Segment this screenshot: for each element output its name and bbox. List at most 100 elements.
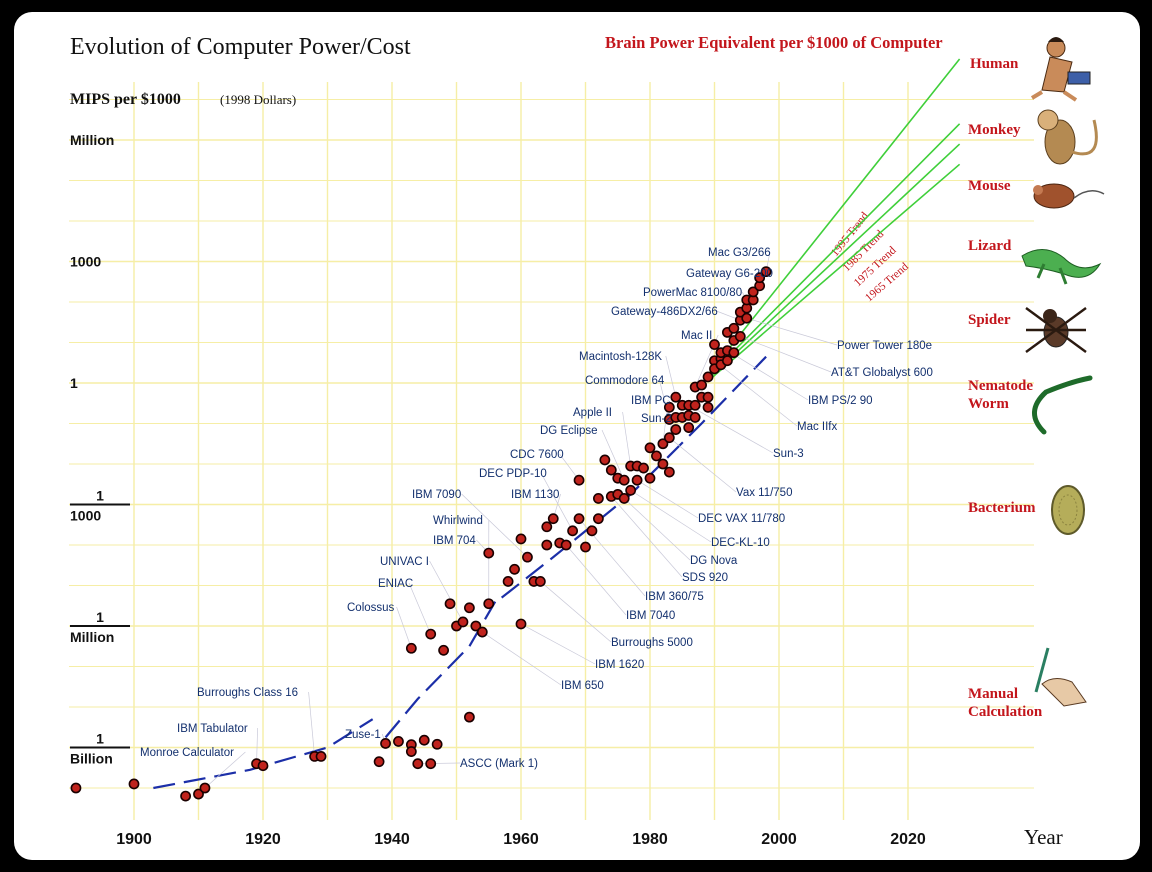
leader-line bbox=[461, 493, 528, 558]
leader-line bbox=[408, 582, 432, 635]
leader-line bbox=[482, 631, 562, 686]
computer-label: IBM 1620 bbox=[595, 659, 644, 671]
brain-equivalent-label: Human bbox=[970, 56, 1019, 72]
computer-label: DG Eclipse bbox=[540, 425, 598, 437]
data-point bbox=[541, 521, 553, 533]
computer-label: Gateway G6-200 bbox=[686, 268, 773, 280]
data-point bbox=[631, 474, 643, 486]
data-point bbox=[463, 711, 475, 723]
x-tick-label: 1980 bbox=[632, 831, 668, 848]
computer-label: Whirlwind bbox=[433, 515, 483, 527]
trend-line bbox=[707, 58, 961, 376]
data-point bbox=[483, 547, 495, 559]
data-point bbox=[509, 563, 520, 575]
computer-label: IBM 7090 bbox=[412, 489, 461, 501]
data-point bbox=[663, 466, 675, 478]
computer-label: Colossus bbox=[347, 602, 395, 614]
data-point bbox=[696, 379, 707, 391]
data-point bbox=[541, 539, 553, 551]
leader-line bbox=[714, 360, 798, 427]
data-point bbox=[702, 371, 714, 383]
data-point bbox=[702, 391, 714, 403]
leader-line bbox=[565, 544, 627, 616]
computer-label: SDS 920 bbox=[682, 572, 728, 584]
computer-label: DG Nova bbox=[690, 555, 738, 567]
brain-equivalent-label: Monkey bbox=[968, 122, 1021, 138]
data-point bbox=[199, 782, 211, 794]
data-point bbox=[683, 422, 695, 433]
brain-equivalents: Human Monkey Mouse Lizard Spider Nematode Worm… bbox=[968, 37, 1105, 720]
computer-label: DEC-KL-10 bbox=[711, 537, 770, 549]
brain-equivalent-label: Manual bbox=[968, 686, 1018, 702]
data-point bbox=[741, 312, 753, 324]
brain-equivalent-label: Calculation bbox=[968, 704, 1043, 720]
computer-label: PowerMac 8100/80 bbox=[643, 287, 742, 299]
data-point bbox=[547, 513, 559, 525]
data-point bbox=[689, 412, 701, 423]
computer-label: IBM 704 bbox=[433, 535, 476, 547]
data-point bbox=[70, 782, 82, 794]
computer-label: Monroe Calculator bbox=[140, 747, 234, 759]
y-axis-title: MIPS per $1000 bbox=[70, 91, 181, 108]
leader-line bbox=[665, 355, 677, 398]
human-icon bbox=[1030, 37, 1091, 102]
computer-label: Vax 11/750 bbox=[736, 487, 792, 499]
computer-label: Gateway-486DX2/66 bbox=[611, 306, 718, 318]
leader-line bbox=[659, 379, 670, 420]
data-point bbox=[580, 541, 591, 553]
trend-fit-segment bbox=[153, 718, 374, 790]
computer-label: DEC VAX 11/780 bbox=[698, 513, 785, 525]
brain-equivalent-label: Bacterium bbox=[968, 500, 1036, 516]
label-leaders bbox=[204, 251, 838, 789]
data-point bbox=[599, 454, 611, 466]
data-point bbox=[425, 758, 437, 770]
computer-label: CDC 7600 bbox=[510, 449, 564, 461]
worm-icon bbox=[1032, 375, 1093, 435]
x-tick-label: 1960 bbox=[503, 831, 539, 848]
data-point bbox=[625, 484, 637, 496]
computer-label: Sun-2 bbox=[641, 413, 672, 425]
computer-label: IBM PS/2 90 bbox=[808, 395, 873, 407]
brain-equivalent-label: Mouse bbox=[968, 178, 1011, 194]
data-point bbox=[618, 493, 630, 504]
axis-ticks: 1900 1920 1940 1960 1980 2000 2020 Million 1000 1… bbox=[70, 132, 926, 848]
monkey-icon bbox=[1037, 109, 1098, 165]
y-tick-denominator: Billion bbox=[70, 751, 113, 767]
y-tick-denominator: 1000 bbox=[70, 508, 101, 524]
computer-label: Zuse-1 bbox=[345, 729, 381, 741]
leader-line bbox=[204, 751, 246, 789]
data-point bbox=[722, 355, 733, 367]
leader-line bbox=[520, 623, 596, 665]
computer-label: IBM PC bbox=[631, 395, 671, 407]
y-tick-label: 1 bbox=[70, 375, 78, 391]
x-tick-label: 1920 bbox=[245, 831, 281, 848]
lizard-icon bbox=[1021, 249, 1102, 285]
data-point bbox=[438, 644, 449, 656]
leader-line bbox=[540, 472, 573, 531]
brain-equivalent-label: Spider bbox=[968, 312, 1011, 328]
leader-line bbox=[746, 317, 838, 346]
data-point bbox=[515, 533, 527, 545]
computer-label: IBM 650 bbox=[561, 680, 604, 692]
computer-label: Mac G3/266 bbox=[708, 247, 771, 259]
leader-line bbox=[256, 727, 258, 764]
computer-label: Apple II bbox=[573, 407, 612, 419]
y-tick-label: Million bbox=[70, 132, 114, 148]
mouse-icon bbox=[1033, 183, 1105, 209]
chart-title: Evolution of Computer Power/Cost bbox=[70, 34, 411, 60]
data-point bbox=[657, 438, 669, 450]
data-point bbox=[444, 598, 456, 610]
computer-label: DEC PDP-10 bbox=[479, 468, 547, 480]
data-point bbox=[373, 756, 385, 768]
data-point bbox=[593, 513, 604, 525]
data-point bbox=[747, 286, 759, 298]
bacterium-icon bbox=[1051, 485, 1085, 535]
brain-equivalent-label: Lizard bbox=[968, 238, 1012, 254]
x-axis-title: Year bbox=[1024, 825, 1063, 849]
data-point bbox=[476, 626, 488, 638]
computer-label: IBM Tabulator bbox=[177, 723, 248, 735]
data-point bbox=[728, 347, 740, 359]
data-point bbox=[573, 513, 585, 525]
data-point bbox=[754, 272, 766, 284]
